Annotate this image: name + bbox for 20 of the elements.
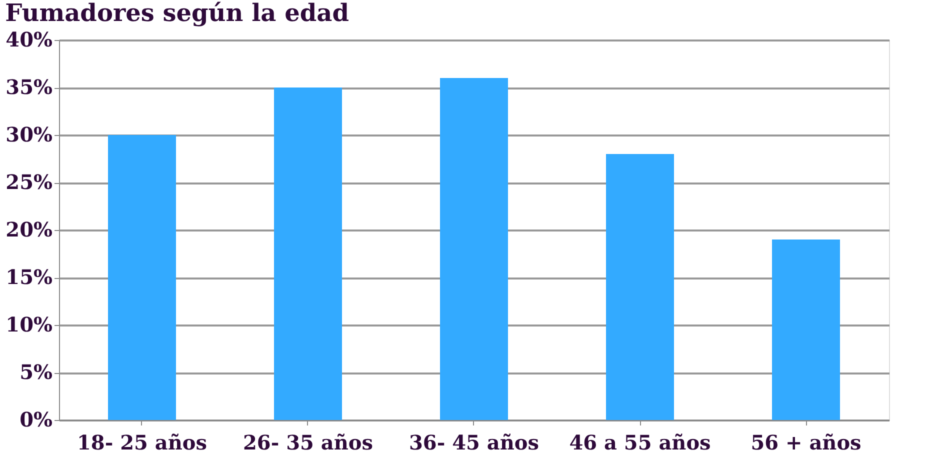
bar xyxy=(108,135,176,420)
bar xyxy=(440,78,508,420)
y-tick-label: 25% xyxy=(6,170,52,194)
y-tick-label: 10% xyxy=(6,312,52,336)
x-tick-label: 56 + años xyxy=(750,430,862,454)
x-tick-label: 18- 25 años xyxy=(77,430,207,454)
bar xyxy=(606,154,674,420)
x-tick-label: 46 a 55 años xyxy=(569,430,711,454)
y-tick-label: 5% xyxy=(20,360,52,384)
bar xyxy=(274,88,342,420)
y-tick-label: 0% xyxy=(20,408,52,432)
bar xyxy=(772,240,840,420)
y-tick-label: 20% xyxy=(6,218,52,242)
y-tick-label: 35% xyxy=(6,75,52,99)
x-tick-label: 26- 35 años xyxy=(243,430,373,454)
x-tick-label: 36- 45 años xyxy=(409,430,539,454)
chart-title: Fumadores según la edad xyxy=(5,0,350,27)
y-tick-label: 40% xyxy=(6,28,52,52)
y-tick-label: 15% xyxy=(6,265,52,289)
y-tick-label: 30% xyxy=(6,122,52,146)
